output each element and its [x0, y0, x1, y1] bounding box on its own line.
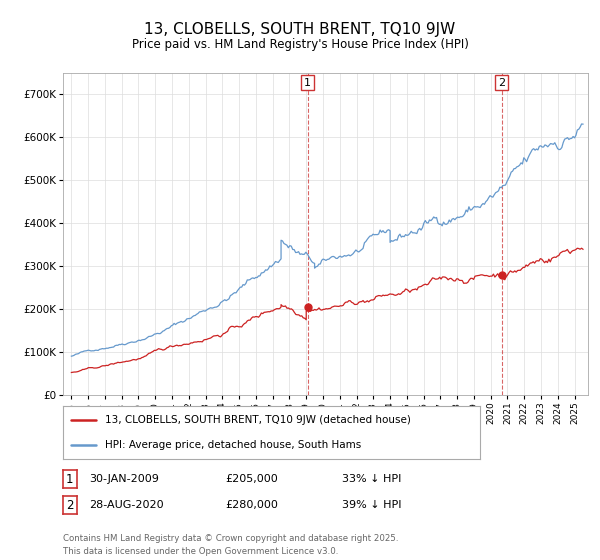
Text: 28-AUG-2020: 28-AUG-2020	[89, 500, 163, 510]
Text: 13, CLOBELLS, SOUTH BRENT, TQ10 9JW (detached house): 13, CLOBELLS, SOUTH BRENT, TQ10 9JW (det…	[104, 416, 410, 426]
Text: 33% ↓ HPI: 33% ↓ HPI	[342, 474, 401, 484]
Text: 13, CLOBELLS, SOUTH BRENT, TQ10 9JW: 13, CLOBELLS, SOUTH BRENT, TQ10 9JW	[145, 22, 455, 38]
Text: 39% ↓ HPI: 39% ↓ HPI	[342, 500, 401, 510]
Text: 2: 2	[498, 78, 505, 87]
Text: 30-JAN-2009: 30-JAN-2009	[89, 474, 158, 484]
Text: Price paid vs. HM Land Registry's House Price Index (HPI): Price paid vs. HM Land Registry's House …	[131, 38, 469, 51]
Text: 2: 2	[66, 498, 74, 512]
Text: HPI: Average price, detached house, South Hams: HPI: Average price, detached house, Sout…	[104, 440, 361, 450]
Text: 1: 1	[66, 473, 74, 486]
Text: £205,000: £205,000	[225, 474, 278, 484]
Text: Contains HM Land Registry data © Crown copyright and database right 2025.
This d: Contains HM Land Registry data © Crown c…	[63, 534, 398, 556]
Text: £280,000: £280,000	[225, 500, 278, 510]
Text: 1: 1	[304, 78, 311, 87]
